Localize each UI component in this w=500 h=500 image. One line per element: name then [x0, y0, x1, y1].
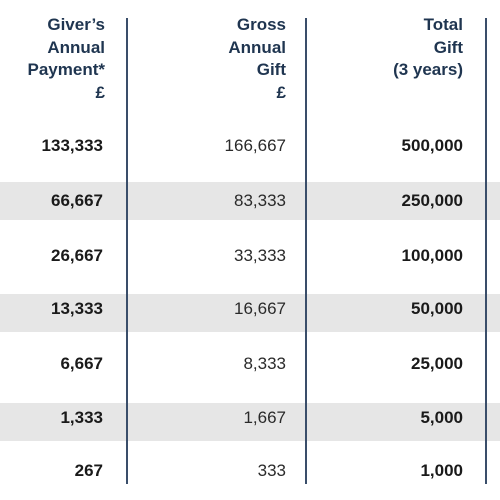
givers-payment-cell: 13,333	[51, 299, 103, 318]
header-line: Gross	[236, 15, 286, 34]
total-gift-cell: 500,000	[401, 136, 463, 155]
table-row: 26,667 33,333 100,000	[0, 237, 500, 275]
header-line: (3 years)	[393, 60, 463, 79]
header-givers-annual-payment: Giver’s Annual Payment* £	[0, 14, 105, 104]
header-line: Annual	[228, 37, 286, 57]
header-total-gift: Total Gift (3 years)	[320, 14, 463, 82]
gross-gift-cell: 8,333	[243, 354, 286, 373]
header-line: Gift	[256, 60, 286, 79]
givers-payment-cell: 133,333	[41, 136, 103, 155]
table-row: 6,667 8,333 25,000	[0, 345, 500, 383]
header-line: £	[276, 82, 286, 102]
row-shade-band	[0, 182, 500, 220]
givers-payment-cell: 26,667	[51, 246, 103, 265]
gross-gift-cell: 1,667	[243, 408, 286, 427]
givers-payment-cell: 6,667	[60, 354, 103, 373]
header-line: Payment*	[27, 60, 105, 79]
table-row: 66,667 83,333 250,000	[0, 182, 500, 220]
table-row: 133,333 166,667 500,000	[0, 127, 500, 165]
table-row: 267 333 1,000	[0, 452, 500, 490]
total-gift-cell: 5,000	[420, 408, 463, 427]
total-gift-cell: 100,000	[401, 246, 463, 265]
givers-payment-cell: 1,333	[60, 408, 103, 427]
givers-payment-cell: 267	[74, 461, 103, 480]
header-line: £	[95, 82, 105, 102]
total-gift-cell: 1,000	[420, 461, 463, 480]
column-divider	[485, 18, 487, 484]
gross-gift-cell: 16,667	[234, 299, 286, 318]
total-gift-cell: 50,000	[411, 299, 463, 318]
gross-gift-cell: 166,667	[224, 136, 286, 155]
header-gross-annual-gift: Gross Annual Gift £	[150, 14, 286, 104]
table-row: 1,333 1,667 5,000	[0, 399, 500, 437]
givers-payment-cell: 66,667	[51, 191, 103, 210]
row-shade-band	[0, 403, 500, 441]
header-line: Total	[423, 15, 463, 34]
gross-gift-cell: 83,333	[234, 191, 286, 210]
header-line: Gift	[433, 37, 463, 57]
column-divider	[126, 18, 128, 484]
gross-gift-cell: 333	[257, 461, 286, 480]
total-gift-cell: 25,000	[411, 354, 463, 373]
column-divider	[305, 18, 307, 484]
row-shade-band	[0, 294, 500, 332]
header-line: Giver’s	[47, 15, 105, 34]
header-line: Annual	[47, 37, 105, 57]
gross-gift-cell: 33,333	[234, 246, 286, 265]
table-row: 13,333 16,667 50,000	[0, 290, 500, 328]
total-gift-cell: 250,000	[401, 191, 463, 210]
